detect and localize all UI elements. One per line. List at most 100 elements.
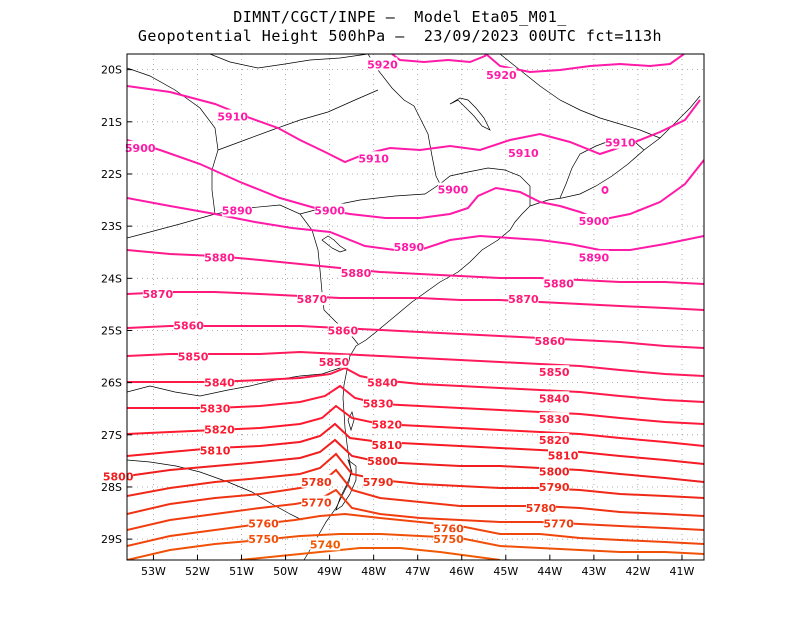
contour-5780 bbox=[127, 468, 704, 517]
contour-label: 5890 bbox=[222, 204, 253, 217]
contour-label: 5780 bbox=[526, 502, 557, 515]
contour-label: 5820 bbox=[204, 424, 235, 437]
contour-label-background bbox=[578, 250, 609, 264]
contour-5860 bbox=[127, 325, 704, 349]
latitude-label: 25S bbox=[101, 324, 122, 337]
state-border-9 bbox=[499, 54, 661, 139]
small-closed-contours bbox=[601, 186, 609, 194]
contour-label: 5760 bbox=[248, 517, 279, 530]
contour-label-background bbox=[142, 286, 173, 300]
contour-value-labels: 5920 5920 5910 5910 5910 5910 5900 5900 5900 5900… bbox=[103, 57, 636, 551]
state-border-4 bbox=[299, 167, 531, 215]
map-frame bbox=[126, 53, 705, 561]
contour-label: 5910 bbox=[217, 111, 248, 124]
contour-label: 5870 bbox=[143, 288, 174, 301]
latitude-label: 26S bbox=[101, 377, 122, 390]
contour-label: 5840 bbox=[539, 392, 570, 405]
state-border-5 bbox=[367, 54, 441, 185]
contour-label-background bbox=[433, 521, 464, 535]
contour-5790 bbox=[127, 452, 704, 499]
contour-label: 5910 bbox=[508, 147, 539, 160]
contour-label-background bbox=[173, 318, 204, 332]
contour-label: 5850 bbox=[319, 356, 350, 369]
contour-5770 bbox=[127, 488, 704, 531]
contour-label-background bbox=[526, 500, 557, 514]
longitude-label: 53W bbox=[141, 565, 166, 578]
contour-label: 5880 bbox=[543, 278, 574, 291]
contour-label: 5860 bbox=[328, 324, 359, 337]
contour-label: 5810 bbox=[372, 439, 403, 452]
longitude-label: 49W bbox=[317, 565, 342, 578]
contour-5760 bbox=[127, 512, 704, 547]
contour-label-background bbox=[367, 57, 398, 71]
latitude-tick-labels: 20S 21S 22S 23S 24S 25S 26S 27S 28S 29S bbox=[101, 64, 132, 546]
contour-label: 5770 bbox=[543, 517, 574, 530]
contour-label-background bbox=[539, 412, 570, 426]
contour-label-background bbox=[486, 67, 517, 81]
contour-5900 bbox=[127, 139, 704, 222]
contour-label-background bbox=[539, 365, 570, 379]
contour-label: 5920 bbox=[367, 58, 398, 71]
contour-label-background bbox=[358, 151, 389, 165]
state-border-8 bbox=[209, 54, 369, 69]
contour-label-background bbox=[200, 401, 231, 415]
contour-label: 5890 bbox=[394, 241, 425, 254]
contour-label: 5800 bbox=[103, 471, 134, 484]
contour-label-background bbox=[310, 537, 341, 551]
contour-label-background bbox=[433, 532, 464, 546]
contour-label: 5900 bbox=[314, 204, 345, 217]
contour-label: 5810 bbox=[200, 444, 231, 457]
contour-5920-west bbox=[391, 54, 487, 64]
longitude-label: 43W bbox=[581, 565, 606, 578]
contour-label-background bbox=[543, 276, 574, 290]
contour-label: 5900 bbox=[125, 142, 156, 155]
longitude-label: 47W bbox=[405, 565, 430, 578]
longitude-tick-labels: 53W 52W 51W 50W 49W 48W 47W 46W 45W 44W 43W 42W 41W bbox=[141, 555, 695, 578]
contour-label: 5850 bbox=[178, 351, 209, 364]
contour-label-background bbox=[248, 532, 279, 546]
contour-label-background bbox=[543, 516, 574, 530]
latitude-label: 29S bbox=[101, 533, 122, 546]
contour-label: 5870 bbox=[297, 293, 328, 306]
contour-label: 5830 bbox=[539, 413, 570, 426]
contour-label-background bbox=[125, 140, 156, 154]
contour-label: 5850 bbox=[539, 366, 570, 379]
contour-label: 5860 bbox=[173, 319, 204, 332]
contour-5740 bbox=[239, 547, 501, 560]
longitude-label: 41W bbox=[670, 565, 695, 578]
contour-label: 5820 bbox=[372, 418, 403, 431]
contour-label: 5910 bbox=[605, 137, 636, 150]
contour-label: 5750 bbox=[248, 533, 279, 546]
longitude-label: 51W bbox=[229, 565, 254, 578]
contour-label-background bbox=[539, 464, 570, 478]
state-border-7 bbox=[217, 89, 379, 151]
contour-label-background bbox=[393, 240, 424, 254]
contour-label-background bbox=[296, 292, 327, 306]
contour-5890 bbox=[127, 197, 704, 251]
longitude-label: 48W bbox=[361, 565, 386, 578]
contour-label-background bbox=[200, 443, 231, 457]
contour-label: 5870 bbox=[508, 293, 539, 306]
contour-label-background bbox=[327, 323, 358, 337]
contour-label: 5820 bbox=[539, 434, 570, 447]
contour-label: 5740 bbox=[310, 538, 341, 551]
inland-lake-1 bbox=[449, 97, 491, 131]
contour-label-background bbox=[367, 375, 398, 389]
contour-label-background bbox=[605, 135, 636, 149]
contour-label: 5900 bbox=[438, 184, 469, 197]
contour-label-background bbox=[217, 109, 248, 123]
state-border-6 bbox=[127, 67, 219, 215]
contour-label-background bbox=[314, 203, 345, 217]
contour-label: 5800 bbox=[539, 465, 570, 478]
contour-label-background bbox=[437, 182, 468, 196]
contour-label-background bbox=[539, 433, 570, 447]
latitude-label: 21S bbox=[101, 116, 122, 129]
contour-label-background bbox=[363, 474, 394, 488]
contour-label-background bbox=[341, 266, 372, 280]
contour-label-background bbox=[363, 396, 394, 410]
contour-label-background bbox=[103, 469, 134, 483]
closed-contour-1 bbox=[601, 186, 609, 194]
latitude-label: 24S bbox=[101, 272, 122, 285]
contour-label-background bbox=[301, 474, 332, 488]
contour-label: 5750 bbox=[433, 533, 464, 546]
